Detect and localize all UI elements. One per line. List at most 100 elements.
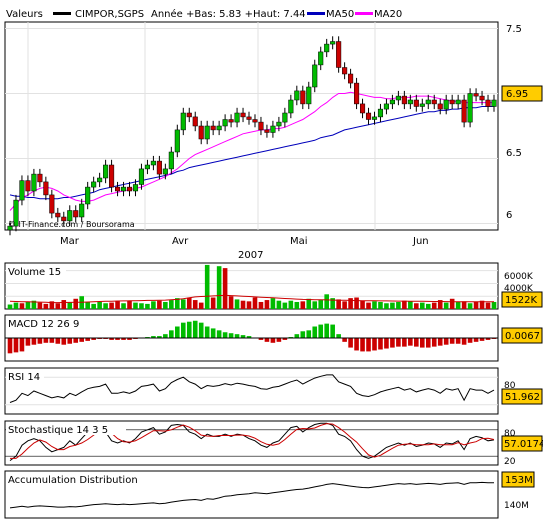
macd-bar — [204, 326, 210, 338]
volume-bar — [37, 302, 43, 309]
candle-body — [115, 186, 121, 192]
macd-panel: MACD 12 26 9 0.0067 — [4, 314, 543, 362]
ma20-legend-swatch — [355, 12, 373, 15]
volume-bar — [91, 303, 96, 309]
candle-body — [282, 112, 288, 123]
macd-bar — [151, 336, 156, 338]
rsi-tick-label: 80 — [504, 381, 516, 391]
macd-bar — [109, 338, 114, 340]
candle-body — [389, 99, 395, 105]
rsi-panel-label: RSI 14 — [8, 372, 40, 383]
candle-body — [306, 86, 312, 105]
macd-bar — [25, 338, 31, 346]
volume-bar — [390, 302, 395, 309]
volume-bar — [133, 302, 138, 309]
volume-tick-label: 4000K — [504, 284, 534, 294]
price-tick-label: 6.5 — [506, 148, 522, 159]
volume-bar — [19, 303, 25, 309]
candle-body — [491, 99, 497, 107]
macd-value-box — [501, 327, 543, 344]
candle-body — [85, 186, 91, 205]
candle-body — [138, 168, 145, 185]
macd-bar — [390, 338, 395, 348]
volume-bar — [115, 301, 120, 309]
macd-bar — [115, 338, 120, 340]
volume-panel-label: Volume 15 — [8, 267, 61, 278]
volume-bar — [449, 298, 455, 309]
volume-bar — [372, 301, 377, 309]
volume-bar — [97, 301, 102, 309]
macd-bar — [222, 332, 228, 338]
candle-body — [449, 99, 455, 105]
volume-bar — [121, 303, 126, 309]
volume-bar — [139, 303, 144, 309]
candle-body — [288, 99, 294, 114]
macd-bar — [234, 334, 240, 338]
volume-bar — [222, 268, 228, 309]
volume-bar — [318, 300, 324, 309]
price-plot-frame — [4, 21, 499, 231]
candle-body — [174, 129, 180, 153]
macd-bar — [330, 324, 335, 338]
macd-bar — [342, 338, 347, 342]
volume-bar — [342, 301, 347, 309]
volume-bar — [43, 303, 49, 309]
candle-body — [467, 93, 473, 123]
macd-bar — [169, 330, 174, 338]
volume-bars — [7, 264, 497, 309]
macd-bar — [85, 338, 90, 341]
candle-body — [198, 125, 204, 140]
macd-bar — [246, 336, 252, 338]
macd-bar — [354, 338, 359, 351]
panel-label-bg — [6, 265, 66, 277]
candle-body — [228, 119, 234, 123]
macd-bar — [175, 326, 180, 338]
volume-bar — [49, 301, 55, 309]
volume-bar — [485, 302, 491, 309]
candle-body — [252, 119, 258, 123]
volume-bar — [306, 298, 312, 309]
volume-bar — [127, 300, 132, 309]
macd-bar — [396, 338, 401, 347]
volume-bar — [402, 300, 407, 309]
candle-body — [413, 99, 419, 107]
volume-bar — [264, 300, 270, 309]
macd-bar — [31, 338, 37, 345]
ad-polyline — [9, 481, 494, 509]
macd-bar — [300, 331, 306, 338]
volume-ma-line — [9, 294, 494, 304]
candle-body — [156, 160, 162, 175]
macd-bar — [336, 334, 341, 338]
volume-bar — [419, 302, 425, 309]
macd-bar — [121, 338, 126, 340]
price-last-value-box — [501, 85, 543, 102]
macd-bar — [258, 338, 264, 340]
rsi-grid — [5, 376, 498, 406]
macd-bar — [324, 323, 329, 338]
volume-bar — [7, 304, 13, 309]
candle-body — [276, 121, 282, 127]
volume-bar — [473, 301, 479, 309]
candle-body — [336, 41, 342, 68]
volume-bar — [55, 303, 61, 309]
candle-body — [216, 125, 222, 131]
ma20-line — [9, 91, 494, 211]
x-axis: Mar Avr Mai Jun 2007 — [60, 236, 429, 261]
macd-bar — [485, 338, 491, 340]
volume-bar — [163, 301, 168, 309]
volume-bar — [198, 302, 204, 309]
candle-body — [180, 112, 186, 131]
macd-bar — [240, 335, 246, 338]
volume-bar — [467, 303, 473, 309]
macd-bar — [7, 338, 13, 354]
macd-bar — [408, 338, 413, 346]
macd-bar — [49, 338, 55, 343]
candle-body — [377, 108, 384, 118]
volume-bar — [192, 300, 198, 309]
macd-bar — [37, 338, 43, 344]
volume-bar — [312, 301, 318, 309]
macd-bar — [473, 338, 479, 342]
macd-bar — [228, 333, 234, 338]
volume-bar — [252, 297, 258, 309]
